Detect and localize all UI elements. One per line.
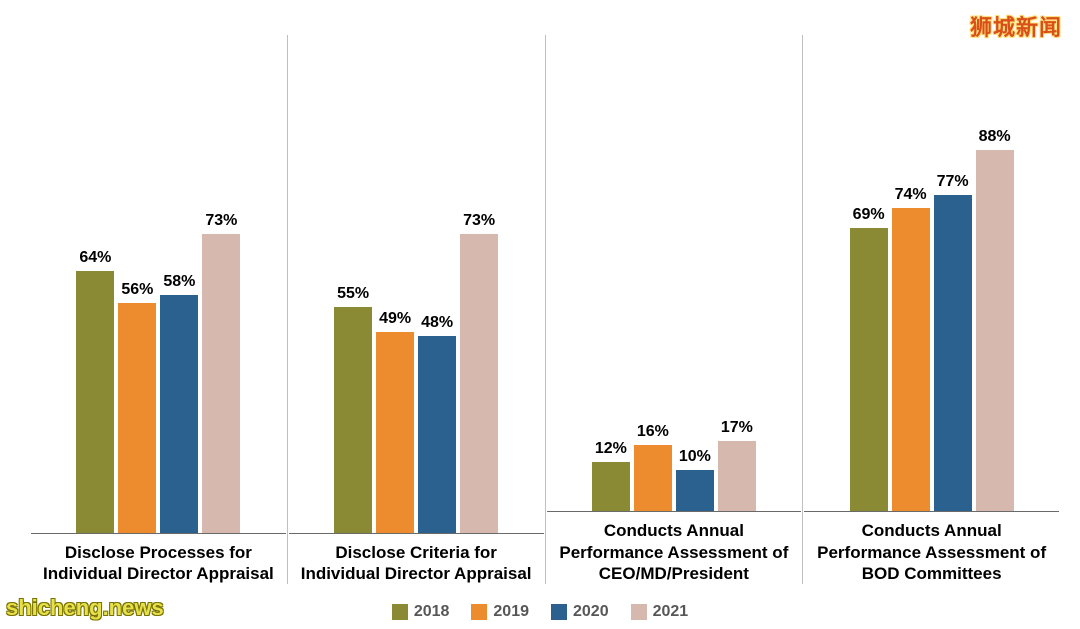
bar-value-label: 74% [895, 186, 927, 204]
chart-legend: 2018 2019 2020 2021 [0, 603, 1080, 621]
bar: 17% [718, 419, 756, 511]
bar: 69% [850, 206, 888, 511]
bar: 55% [334, 285, 372, 533]
bar-value-label: 16% [637, 423, 669, 441]
x-axis [547, 511, 802, 512]
bar-value-label: 73% [463, 212, 495, 230]
chart-plot: 64% 56% 58% 73% Disclose Processes for I… [30, 35, 1060, 584]
bar-rect [202, 234, 240, 533]
legend-item: 2021 [631, 603, 689, 621]
bar: 73% [460, 212, 498, 533]
bar: 64% [76, 249, 114, 533]
legend-label: 2019 [493, 603, 529, 621]
legend-swatch [631, 604, 647, 620]
legend-swatch [471, 604, 487, 620]
bar-rect [592, 462, 630, 511]
bar-rect [718, 441, 756, 511]
bar-value-label: 77% [937, 173, 969, 191]
bar: 10% [676, 448, 714, 511]
group-bars: 64% 56% 58% 73% [31, 35, 286, 533]
bar-rect [934, 195, 972, 511]
bar-rect [676, 470, 714, 511]
bar-value-label: 58% [163, 273, 195, 291]
x-axis [31, 533, 286, 534]
legend-label: 2020 [573, 603, 609, 621]
grouped-bar-chart: 64% 56% 58% 73% Disclose Processes for I… [30, 35, 1060, 584]
bar-rect [850, 228, 888, 511]
category-label: Disclose Criteria for Individual Directo… [289, 542, 544, 585]
legend-swatch [392, 604, 408, 620]
legend-swatch [551, 604, 567, 620]
bar-value-label: 49% [379, 310, 411, 328]
bar-value-label: 73% [205, 212, 237, 230]
group-bars: 12% 16% 10% 17% [547, 35, 802, 511]
bar: 88% [976, 128, 1014, 511]
bar-rect [418, 336, 456, 533]
bar: 74% [892, 186, 930, 511]
chart-group: 64% 56% 58% 73% Disclose Processes for I… [30, 35, 287, 584]
bar-rect [634, 445, 672, 511]
bar-rect [160, 295, 198, 533]
bar-value-label: 88% [979, 128, 1011, 146]
bar-value-label: 48% [421, 314, 453, 332]
legend-label: 2018 [414, 603, 450, 621]
chart-group: 69% 74% 77% 88% Conducts Annual Performa… [802, 35, 1060, 584]
category-label: Conducts Annual Performance Assessment o… [804, 520, 1059, 584]
bar-value-label: 55% [337, 285, 369, 303]
bar: 12% [592, 440, 630, 511]
legend-item: 2018 [392, 603, 450, 621]
legend-item: 2020 [551, 603, 609, 621]
bar: 73% [202, 212, 240, 533]
bar: 58% [160, 273, 198, 533]
bar-rect [76, 271, 114, 533]
bar: 16% [634, 423, 672, 511]
legend-label: 2021 [653, 603, 689, 621]
chart-group: 12% 16% 10% 17% Conducts Annual Performa… [545, 35, 803, 584]
x-axis [804, 511, 1059, 512]
bar-rect [892, 208, 930, 511]
category-label: Conducts Annual Performance Assessment o… [547, 520, 802, 584]
bar-value-label: 56% [121, 281, 153, 299]
group-bars: 69% 74% 77% 88% [804, 35, 1059, 511]
bar-value-label: 17% [721, 419, 753, 437]
bar-rect [460, 234, 498, 533]
group-bars: 55% 49% 48% 73% [289, 35, 544, 533]
bar-value-label: 10% [679, 448, 711, 466]
bar-rect [118, 303, 156, 533]
bar-value-label: 64% [79, 249, 111, 267]
bar-value-label: 12% [595, 440, 627, 458]
x-axis [289, 533, 544, 534]
bar: 49% [376, 310, 414, 533]
bar: 48% [418, 314, 456, 533]
bar: 56% [118, 281, 156, 533]
bar-rect [376, 332, 414, 533]
chart-group: 55% 49% 48% 73% Disclose Criteria for In… [287, 35, 545, 584]
bar: 77% [934, 173, 972, 511]
category-label: Disclose Processes for Individual Direct… [31, 542, 286, 585]
legend-item: 2019 [471, 603, 529, 621]
bar-rect [334, 307, 372, 533]
bar-value-label: 69% [853, 206, 885, 224]
bar-rect [976, 150, 1014, 511]
